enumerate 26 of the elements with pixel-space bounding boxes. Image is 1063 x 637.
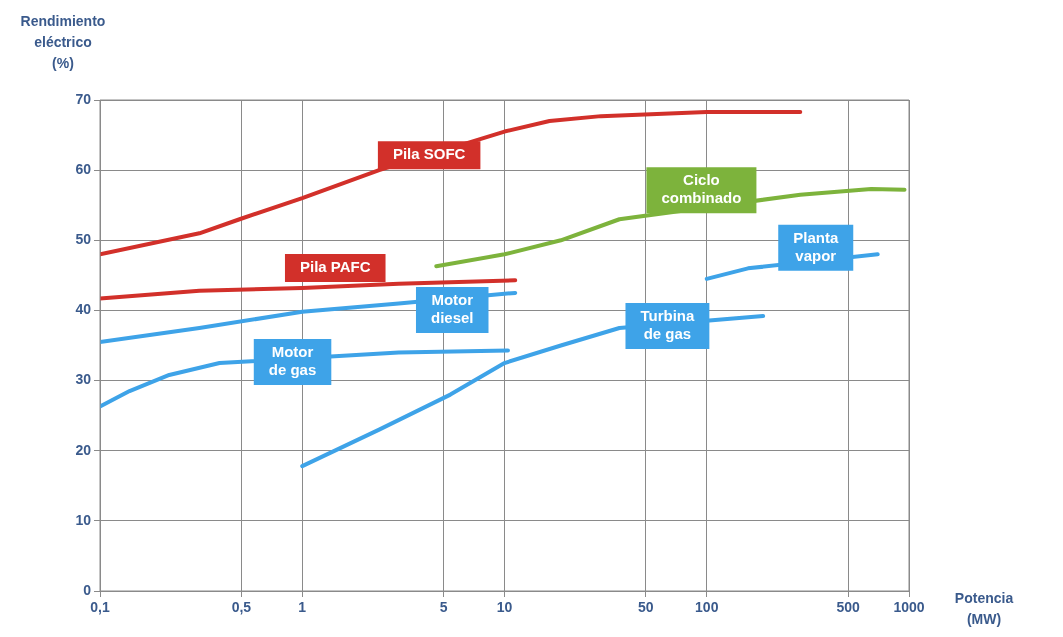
x-tick-label: 10 bbox=[496, 599, 513, 616]
series-label: Turbina de gas bbox=[640, 307, 696, 343]
series-label: Pila SOFC bbox=[392, 145, 466, 163]
y-tick-label: 0 bbox=[83, 581, 92, 598]
x-tick-label: 5 bbox=[439, 599, 448, 616]
y-axis-title: Rendimiento eléctrico (%) bbox=[20, 12, 106, 71]
y-tick-label: 60 bbox=[75, 161, 92, 177]
y-tick-label: 50 bbox=[75, 231, 92, 248]
series-label: Ciclo combinado bbox=[661, 171, 742, 207]
series-label: Motor diesel bbox=[430, 291, 474, 327]
y-tick-label: 20 bbox=[75, 441, 92, 458]
x-tick-label: 50 bbox=[638, 599, 654, 616]
x-tick-label: 0,1 bbox=[90, 599, 110, 616]
series-label: Motor de gas bbox=[268, 343, 317, 379]
y-tick-label: 10 bbox=[75, 511, 92, 528]
x-tick-label: 500 bbox=[836, 599, 861, 616]
y-tick-label: 30 bbox=[75, 371, 92, 388]
y-tick-label: 40 bbox=[75, 301, 92, 318]
series-label: Planta vapor bbox=[793, 229, 839, 264]
series-label: Pila PAFC bbox=[299, 258, 371, 276]
x-tick-label: 1 bbox=[298, 599, 307, 616]
x-tick-label: 1000 bbox=[893, 599, 925, 616]
x-tick-label: 100 bbox=[695, 599, 719, 616]
y-tick-label: 70 bbox=[75, 90, 92, 107]
x-tick-label: 0,5 bbox=[231, 599, 252, 616]
x-axis-title: Potencia (MW) bbox=[954, 589, 1014, 627]
